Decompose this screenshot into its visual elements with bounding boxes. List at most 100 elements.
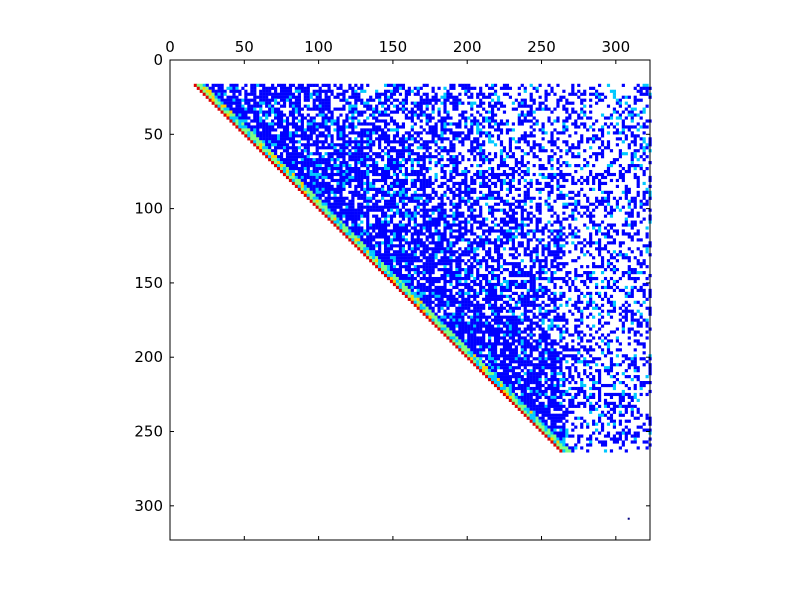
matrix-cell xyxy=(452,253,456,257)
matrix-cell xyxy=(556,158,560,162)
matrix-cell xyxy=(274,116,278,120)
matrix-cell xyxy=(538,271,542,275)
matrix-cell xyxy=(360,202,364,206)
matrix-cell xyxy=(586,208,590,212)
matrix-cell xyxy=(589,303,593,307)
matrix-cell xyxy=(467,229,471,233)
matrix-cell xyxy=(262,95,266,99)
matrix-cell xyxy=(336,116,340,120)
matrix-cell xyxy=(615,285,619,290)
matrix-cell xyxy=(639,285,643,290)
matrix-cell xyxy=(600,172,605,177)
matrix-cell xyxy=(476,291,480,295)
matrix-cell xyxy=(514,250,518,254)
matrix-cell xyxy=(645,276,649,281)
matrix-cell xyxy=(214,104,218,108)
matrix-cell xyxy=(538,259,542,263)
matrix-cell xyxy=(479,134,483,138)
matrix-cell xyxy=(499,149,504,153)
matrix-cell xyxy=(357,190,361,194)
matrix-cell xyxy=(482,92,486,96)
matrix-cell xyxy=(490,288,495,293)
matrix-cell xyxy=(490,158,495,162)
matrix-cell xyxy=(392,196,397,200)
matrix-cell xyxy=(416,161,420,165)
matrix-cell xyxy=(473,137,477,141)
matrix-cell xyxy=(440,196,444,200)
matrix-cell xyxy=(410,128,414,132)
matrix-cell xyxy=(419,167,423,171)
matrix-cell xyxy=(345,89,349,93)
matrix-cell xyxy=(615,232,619,236)
matrix-cell xyxy=(612,256,617,260)
matrix-cell xyxy=(464,220,468,224)
matrix-cell xyxy=(392,244,397,248)
matrix-cell xyxy=(556,187,560,191)
matrix-cell xyxy=(351,119,355,123)
matrix-cell xyxy=(271,137,275,141)
matrix-cell xyxy=(413,256,417,260)
matrix-cell xyxy=(395,128,400,132)
matrix-cell xyxy=(467,184,471,188)
matrix-cell xyxy=(229,101,233,105)
matrix-cell xyxy=(282,134,287,138)
matrix-cell xyxy=(327,107,331,111)
matrix-cell xyxy=(559,175,563,180)
matrix-cell xyxy=(490,110,495,114)
matrix-cell xyxy=(636,247,640,251)
matrix-cell xyxy=(627,128,631,132)
matrix-cell xyxy=(606,250,611,254)
matrix-cell xyxy=(372,169,376,174)
matrix-cell xyxy=(434,262,438,266)
matrix-cell xyxy=(615,110,619,114)
matrix-cell xyxy=(476,137,480,141)
matrix-cell xyxy=(559,226,563,230)
matrix-cell xyxy=(583,104,587,108)
matrix-cell xyxy=(488,152,492,156)
matrix-cell xyxy=(282,86,287,90)
matrix-cell xyxy=(372,205,376,209)
matrix-cell xyxy=(327,101,331,105)
matrix-cell xyxy=(440,232,444,236)
matrix-cell xyxy=(357,193,361,197)
matrix-cell xyxy=(618,155,622,159)
matrix-cell xyxy=(562,161,566,165)
matrix-cell xyxy=(366,250,370,254)
matrix-cell xyxy=(354,235,358,239)
matrix-cell xyxy=(318,167,322,171)
matrix-cell xyxy=(318,208,322,212)
matrix-cell xyxy=(327,125,331,129)
matrix-cell xyxy=(508,226,512,230)
matrix-cell xyxy=(485,297,489,301)
matrix-cell xyxy=(327,116,331,120)
matrix-cell xyxy=(265,113,269,117)
matrix-cell xyxy=(520,161,524,165)
matrix-cell xyxy=(428,178,432,183)
matrix-cell xyxy=(479,149,483,153)
matrix-cell xyxy=(580,107,584,111)
matrix-cell xyxy=(464,282,468,287)
matrix-cell xyxy=(309,187,313,191)
matrix-cell xyxy=(428,285,432,290)
matrix-cell xyxy=(285,92,290,96)
matrix-cell xyxy=(288,161,293,165)
matrix-cell xyxy=(446,241,450,245)
matrix-cell xyxy=(375,208,379,212)
matrix-cell xyxy=(499,152,504,156)
matrix-cell xyxy=(268,89,272,93)
matrix-cell xyxy=(318,134,322,138)
matrix-cell xyxy=(306,95,310,99)
matrix-cell xyxy=(449,202,453,206)
matrix-cell xyxy=(455,291,459,295)
matrix-cell xyxy=(348,217,352,221)
matrix-cell xyxy=(559,169,563,174)
matrix-cell xyxy=(624,107,628,111)
matrix-cell xyxy=(464,232,468,236)
matrix-cell xyxy=(458,83,462,87)
matrix-cell xyxy=(383,89,388,93)
matrix-cell xyxy=(250,137,254,141)
matrix-cell xyxy=(508,205,512,209)
matrix-cell xyxy=(342,146,346,150)
matrix-cell xyxy=(282,161,287,165)
matrix-cell xyxy=(351,214,355,218)
